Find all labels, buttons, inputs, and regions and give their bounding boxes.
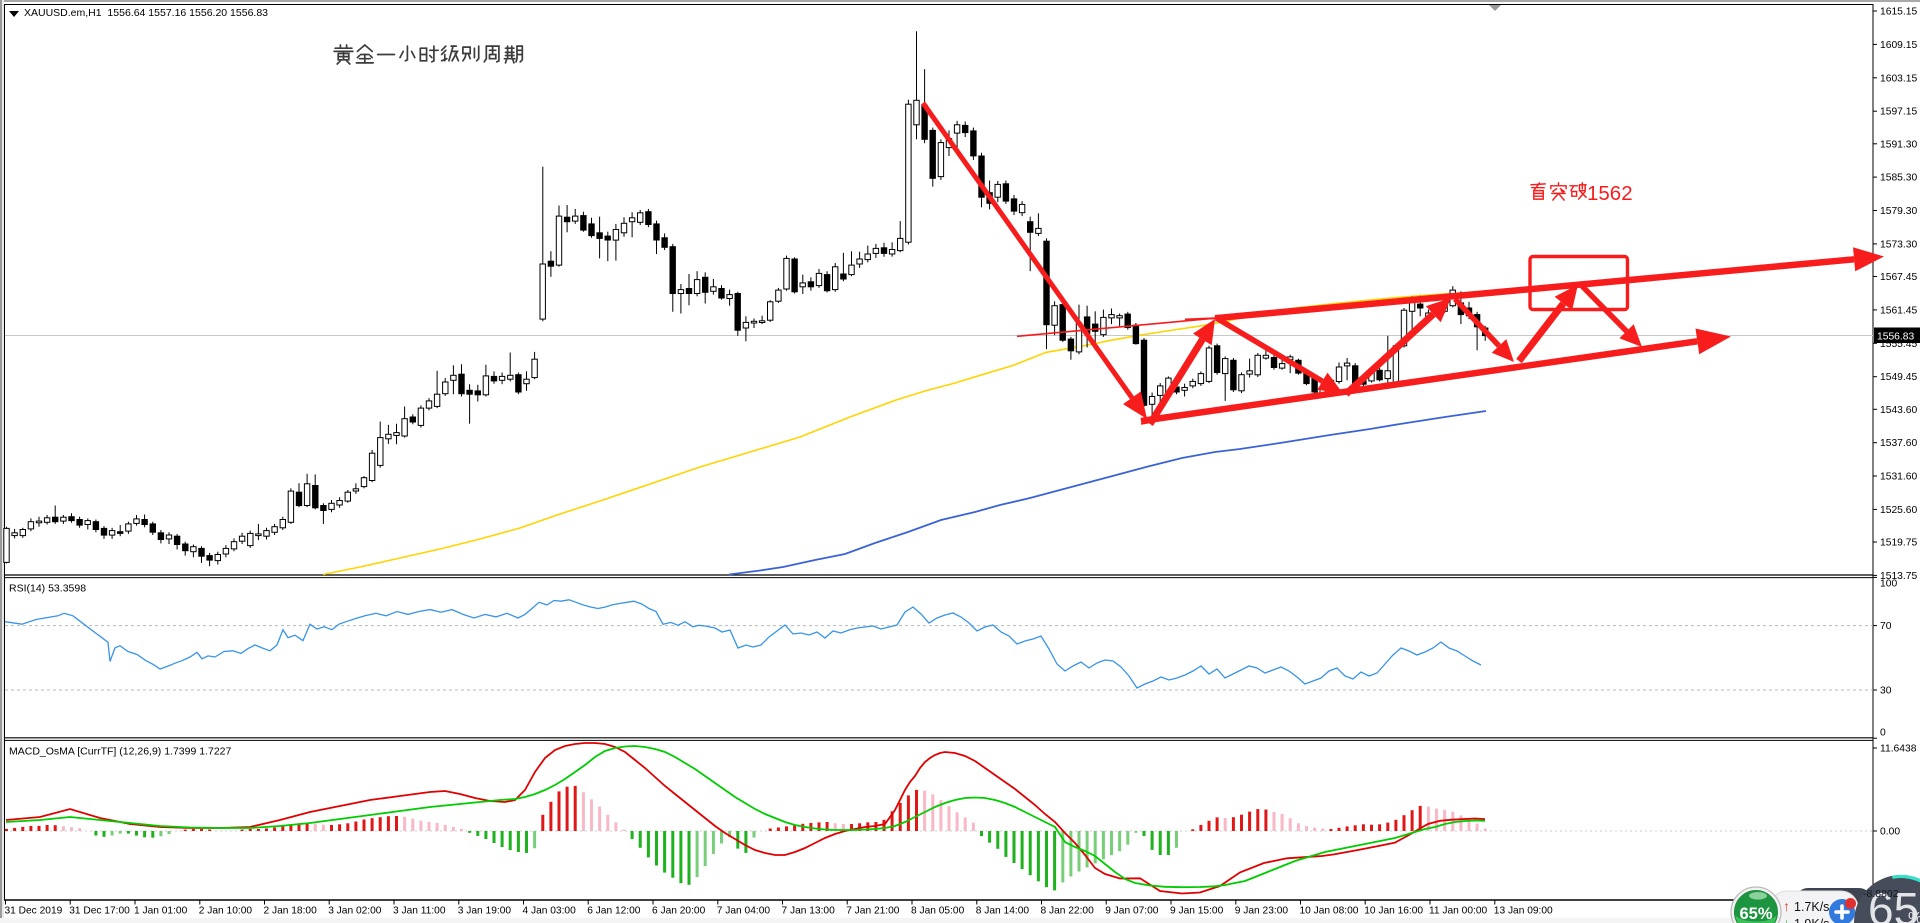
svg-text:9 Jan 15:00: 9 Jan 15:00 xyxy=(1170,906,1224,917)
svg-text:3 Jan 02:00: 3 Jan 02:00 xyxy=(328,906,382,917)
svg-text:1537.60: 1537.60 xyxy=(1880,438,1917,449)
svg-text:1556.83: 1556.83 xyxy=(1877,331,1914,342)
svg-text:7 Jan 13:00: 7 Jan 13:00 xyxy=(782,906,836,917)
svg-text:8 Jan 05:00: 8 Jan 05:00 xyxy=(911,906,965,917)
svg-text:1562: 1562 xyxy=(1587,182,1633,205)
svg-text:1591.30: 1591.30 xyxy=(1880,139,1917,150)
svg-text:1597.15: 1597.15 xyxy=(1880,107,1917,118)
svg-text:8 Jan 14:00: 8 Jan 14:00 xyxy=(976,906,1030,917)
svg-text:7 Jan 04:00: 7 Jan 04:00 xyxy=(717,906,771,917)
svg-text:1573.30: 1573.30 xyxy=(1880,239,1917,250)
svg-text:1555.45: 1555.45 xyxy=(1880,339,1917,350)
svg-text:XAUUSD.em,H1 1556.64 1557.16: XAUUSD.em,H1 1556.64 1557.16 1556.20 155… xyxy=(24,7,268,19)
svg-text:3 Jan 19:00: 3 Jan 19:00 xyxy=(458,906,512,917)
svg-text:%: % xyxy=(1908,910,1920,923)
svg-text:MACD_OsMA [CurrTF] (12,26,9) 1: MACD_OsMA [CurrTF] (12,26,9) 1.7399 1.72… xyxy=(9,746,232,758)
svg-text:6 Jan 20:00: 6 Jan 20:00 xyxy=(652,906,706,917)
svg-text:1.9K/s: 1.9K/s xyxy=(1794,917,1829,923)
svg-text:65: 65 xyxy=(1868,883,1919,923)
svg-text:31 Dec 17:00: 31 Dec 17:00 xyxy=(69,906,130,917)
svg-text:11 Jan 00:00: 11 Jan 00:00 xyxy=(1429,906,1487,917)
svg-text:1525.60: 1525.60 xyxy=(1880,505,1917,516)
svg-text:2 Jan 10:00: 2 Jan 10:00 xyxy=(199,906,253,917)
svg-text:↓: ↓ xyxy=(1783,915,1790,923)
svg-text:1531.60: 1531.60 xyxy=(1880,472,1917,483)
svg-text:9 Jan 07:00: 9 Jan 07:00 xyxy=(1105,906,1159,917)
svg-text:1585.30: 1585.30 xyxy=(1880,173,1917,184)
svg-text:1543.60: 1543.60 xyxy=(1880,405,1917,416)
svg-text:-8.8802: -8.8802 xyxy=(1863,888,1899,900)
svg-text:0: 0 xyxy=(1880,728,1886,739)
svg-text:9 Jan 23:00: 9 Jan 23:00 xyxy=(1235,906,1289,917)
svg-text:100: 100 xyxy=(1880,579,1897,590)
svg-text:1603.15: 1603.15 xyxy=(1880,73,1917,84)
svg-text:1561.45: 1561.45 xyxy=(1880,305,1917,316)
svg-text:1 Jan 01:00: 1 Jan 01:00 xyxy=(134,906,188,917)
svg-text:1615.15: 1615.15 xyxy=(1880,7,1917,18)
svg-text:31 Dec 2019: 31 Dec 2019 xyxy=(5,906,63,917)
svg-text:1519.75: 1519.75 xyxy=(1880,538,1917,549)
svg-text:65%: 65% xyxy=(1739,905,1772,923)
svg-text:1513.75: 1513.75 xyxy=(1880,571,1917,582)
svg-text:RSI(14) 53.3598: RSI(14) 53.3598 xyxy=(9,583,86,595)
svg-text:2 Jan 18:00: 2 Jan 18:00 xyxy=(264,906,318,917)
svg-text:10 Jan 16:00: 10 Jan 16:00 xyxy=(1364,906,1423,917)
svg-text:10 Jan 08:00: 10 Jan 08:00 xyxy=(1300,906,1359,917)
svg-text:7 Jan 21:00: 7 Jan 21:00 xyxy=(846,906,900,917)
svg-text:4 Jan 03:00: 4 Jan 03:00 xyxy=(523,906,577,917)
svg-text:1567.45: 1567.45 xyxy=(1880,272,1917,283)
svg-text:70: 70 xyxy=(1880,621,1892,632)
svg-text:1579.30: 1579.30 xyxy=(1880,206,1917,217)
svg-text:13 Jan 09:00: 13 Jan 09:00 xyxy=(1494,906,1553,917)
svg-text:0.00: 0.00 xyxy=(1880,827,1900,838)
svg-text:8 Jan 22:00: 8 Jan 22:00 xyxy=(1041,906,1095,917)
svg-text:6 Jan 12:00: 6 Jan 12:00 xyxy=(587,906,641,917)
svg-text:3 Jan 11:00: 3 Jan 11:00 xyxy=(393,906,446,917)
svg-text:30: 30 xyxy=(1880,686,1892,697)
svg-text:11.6438: 11.6438 xyxy=(1880,744,1917,755)
svg-text:↑: ↑ xyxy=(1783,898,1790,914)
svg-text:1549.45: 1549.45 xyxy=(1880,372,1917,383)
svg-text:1609.15: 1609.15 xyxy=(1880,40,1917,51)
svg-text:1.7K/s: 1.7K/s xyxy=(1794,900,1829,914)
